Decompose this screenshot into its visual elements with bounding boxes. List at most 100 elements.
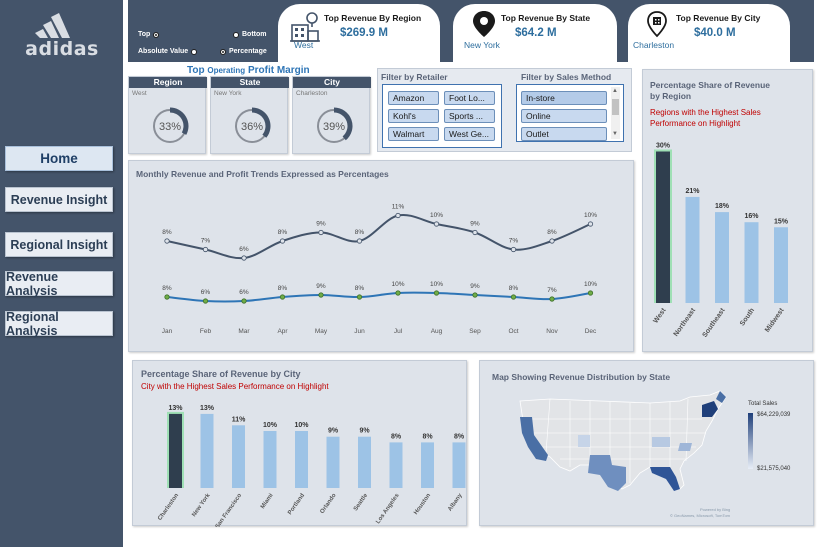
top-bar: Top Bottom Absolute Value Percentage Top… [128,0,814,62]
bar-category-label: West [652,307,668,325]
state-light [678,443,692,451]
margin-donut-value: 33% [159,121,181,133]
city-share-subtitle: City with the Highest Sales Performance … [141,382,329,391]
retailer-chip[interactable]: Walmart [388,127,439,141]
sales-method-chip[interactable]: In-store [521,91,607,105]
scroll-down-icon[interactable]: ▼ [612,131,618,137]
trend-point [356,294,363,300]
bar [169,413,182,488]
trend-data-label: 6% [239,289,249,296]
bar [389,442,403,488]
margin-donut: 36% [235,107,271,143]
trend-data-label: 7% [509,238,519,245]
trend-data-label: 9% [316,283,326,290]
nav-revenue-insight-button[interactable]: Revenue Insight [5,187,113,212]
trend-point [433,290,440,296]
option-top[interactable]: Top [138,31,160,38]
retailer-chip[interactable]: West Ge... [444,127,495,141]
region-share-subtitle-2: Performance on Highlight [650,119,741,128]
sales-method-chip[interactable]: Outlet [521,127,607,141]
margin-card-place: West [132,90,147,97]
bar-data-label: 15% [774,218,789,225]
kpi-city-sub: Charleston [633,40,675,50]
trend-data-label: 8% [355,229,365,236]
bar-data-label: 30% [656,143,671,150]
trend-series-line [166,213,591,260]
bar-category-label: South [739,307,756,327]
map-credit: Powered by Bing [700,507,730,512]
bar-category-label: Los Angeles [375,492,401,525]
state-maine [716,391,726,403]
trend-point [356,238,363,244]
option-bottom[interactable]: Bottom [233,31,267,38]
profit-margin-title-b: Operating [207,66,246,75]
scroll-thumb[interactable] [612,99,619,115]
trend-point [587,221,594,227]
map-legend-min: $21,575,040 [757,466,791,472]
trend-data-label: 8% [509,285,519,292]
kpi-card-city: Top Revenue By City $40.0 M Charleston [628,4,790,62]
trend-point [241,298,247,304]
retailer-chip[interactable]: Sports ... [444,109,495,123]
kpi-region-value: $269.9 M [340,27,388,39]
option-absolute[interactable]: Absolute Value [138,48,198,55]
kpi-card-region: Top Revenue By Region $269.9 M West [278,4,440,62]
trend-data-label: 10% [584,212,597,219]
trend-point [279,294,286,300]
bar-data-label: 9% [328,428,339,435]
option-percentage[interactable]: Percentage [220,48,267,55]
trend-point [241,255,247,261]
nav-home-button[interactable]: Home [5,146,113,171]
option-percentage-radio[interactable] [220,48,226,55]
trend-data-label: 8% [278,285,288,292]
trend-data-label: 10% [430,281,443,288]
trend-point [318,229,324,236]
state-light [652,437,670,447]
margin-card-region: Region West 33% [128,76,207,154]
trend-point [433,221,440,227]
location-pin-icon [473,11,495,37]
bar [685,196,700,303]
profit-margin-title: Top Operating Profit Margin [187,65,310,76]
trend-point [164,294,170,300]
option-bottom-radio[interactable] [233,31,239,38]
bar-category-label: Midwest [764,307,786,334]
trend-data-label: 11% [392,204,405,211]
bar-data-label: 8% [391,433,402,440]
option-absolute-radio[interactable] [191,48,198,55]
bar [774,227,788,303]
building-icon [290,12,320,42]
retailer-chip[interactable]: Amazon [388,91,439,105]
scroll-up-icon[interactable]: ▲ [612,88,618,94]
trend-series-line [166,291,591,303]
region-share-title-2: by Region [650,91,692,101]
margin-card-place: Charleston [296,90,328,97]
kpi-region-title: Top Revenue By Region [324,13,422,23]
nav-regional-insight-button[interactable]: Regional Insight [5,232,113,257]
filter-panel: Filter by Retailer Amazon Foot Lo... Koh… [377,68,632,152]
margin-donut: 39% [317,107,353,143]
margin-donut-arc [251,107,271,138]
nav-regional-analysis-button[interactable]: Regional Analysis [5,310,113,338]
city-pin-icon [647,11,667,38]
trend-point [279,238,286,244]
trend-point [510,246,517,253]
retailer-chip[interactable]: Foot Lo... [444,91,495,105]
trend-chart-title: Monthly Revenue and Profit Trends Expres… [136,169,389,179]
us-map: Powered by Bing © GeoNames, Microsoft, T… [519,390,791,518]
margin-donut-value: 39% [323,121,345,133]
trend-point [472,229,478,236]
nav-revenue-analysis-button[interactable]: Revenue Analysis [5,270,113,298]
trend-x-tick: Apr [277,328,288,335]
retailer-chip[interactable]: Kohl's [388,109,439,123]
state-texas [588,455,626,491]
bar-data-label: 8% [422,433,433,440]
sales-method-scrollbar[interactable]: ▲ ▼ [611,87,620,139]
option-top-radio[interactable] [153,31,160,38]
region-share-title: Percentage Share of Revenue [650,80,770,90]
margin-donut-value: 36% [241,121,263,133]
sales-method-chip[interactable]: Online [521,109,607,123]
sales-method-slicer: In-store Online Outlet ▲ ▼ [516,84,624,142]
region-bar-chart: 30% West 21% Northeast 18% Southeast 16% South 1… [652,143,789,339]
kpi-state-sub: New York [464,40,500,50]
